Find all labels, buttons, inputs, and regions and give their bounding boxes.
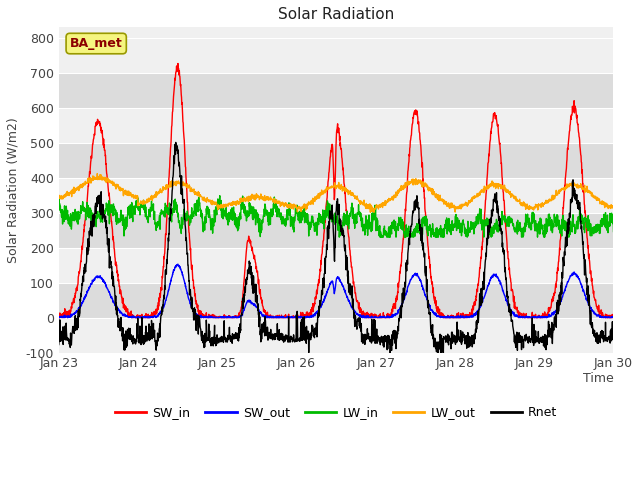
Title: Solar Radiation: Solar Radiation [278,7,394,22]
Y-axis label: Solar Radiation (W/m2): Solar Radiation (W/m2) [7,117,20,263]
Bar [59,283,614,318]
X-axis label: Time: Time [583,372,614,385]
Bar [59,318,614,352]
Bar [59,108,614,143]
Legend: SW_in, SW_out, LW_in, LW_out, Rnet: SW_in, SW_out, LW_in, LW_out, Rnet [110,401,563,424]
Bar [59,73,614,108]
Bar [59,213,614,248]
Bar [59,38,614,73]
Bar [59,143,614,178]
Bar [59,178,614,213]
Text: BA_met: BA_met [70,37,123,50]
Bar [59,248,614,283]
